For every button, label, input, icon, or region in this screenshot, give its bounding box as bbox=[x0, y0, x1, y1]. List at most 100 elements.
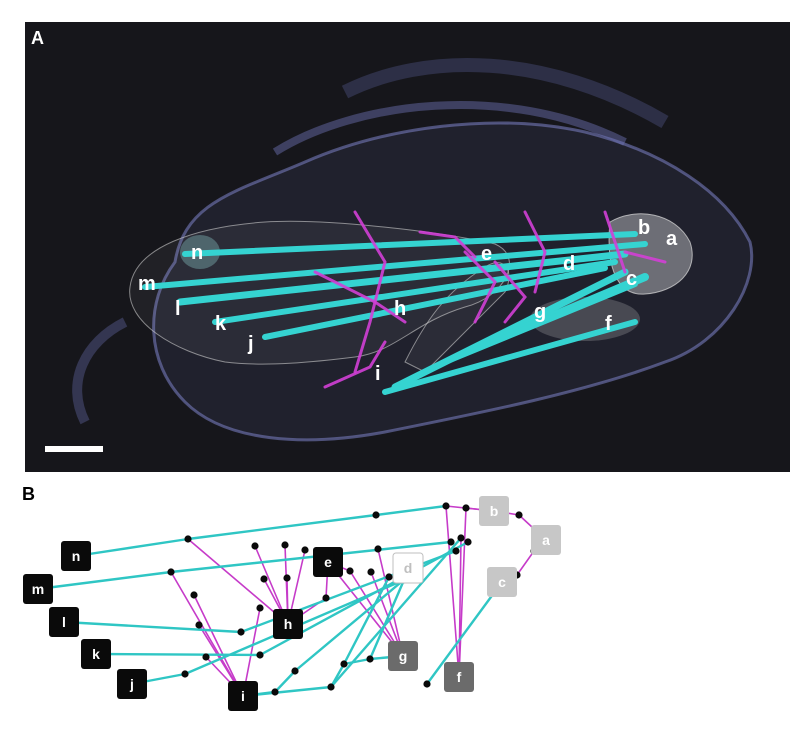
junction-dot bbox=[181, 670, 189, 678]
nerve-edge bbox=[377, 548, 404, 657]
node-label-i: i bbox=[241, 688, 245, 704]
junction-dot bbox=[346, 567, 354, 575]
muscle-edge bbox=[74, 537, 190, 558]
muscle-g bbox=[442, 281, 638, 365]
junction-dot bbox=[256, 604, 264, 612]
muscle-edge bbox=[425, 580, 504, 686]
muscle-edge bbox=[186, 513, 378, 541]
innervation-diagram: B n m l k j h e i d b a c g f bbox=[22, 484, 561, 711]
junction-dot bbox=[184, 535, 192, 543]
node-g: g bbox=[388, 641, 418, 671]
muscle-edge bbox=[273, 669, 297, 694]
junction-dot bbox=[291, 667, 299, 675]
panel-b-schematic: B n m l k j h e i d b a c g f bbox=[0, 478, 812, 732]
node-j: j bbox=[117, 669, 147, 699]
junction-dot bbox=[367, 568, 375, 576]
label-i: i bbox=[375, 363, 381, 385]
node-label-k: k bbox=[92, 646, 100, 662]
fiber-b bbox=[603, 210, 627, 274]
node-label-f: f bbox=[457, 669, 462, 685]
junctions bbox=[167, 502, 538, 696]
node-box-c bbox=[487, 567, 517, 597]
junction-dot bbox=[256, 651, 264, 659]
junction-dot bbox=[237, 628, 245, 636]
node-label-l: l bbox=[62, 614, 66, 630]
node-i: i bbox=[228, 681, 258, 711]
fiber-h-horizontal bbox=[313, 270, 407, 324]
node-l: l bbox=[49, 607, 79, 637]
node-n: n bbox=[61, 541, 91, 571]
junction-dot bbox=[340, 660, 348, 668]
muscle-edge bbox=[329, 662, 346, 689]
node-box-n bbox=[61, 541, 91, 571]
node-label-n: n bbox=[72, 548, 81, 564]
junction-dot bbox=[195, 621, 203, 629]
cyan-muscles bbox=[142, 231, 649, 395]
muscle-m bbox=[142, 241, 648, 290]
node-label-m: m bbox=[32, 581, 44, 597]
node-box-j bbox=[117, 669, 147, 699]
muscle-j bbox=[262, 265, 608, 340]
junction-dot bbox=[372, 511, 380, 519]
muscle-i-f bbox=[382, 319, 638, 395]
node-d: d bbox=[392, 552, 424, 584]
muscle-l bbox=[176, 250, 629, 306]
label-d: d bbox=[563, 253, 575, 275]
fiber-d bbox=[523, 210, 547, 294]
muscle-edge bbox=[368, 578, 406, 661]
junction-dot bbox=[515, 511, 523, 519]
label-m: m bbox=[138, 273, 156, 295]
junction-dot bbox=[327, 683, 335, 691]
panel-a-letter: A bbox=[31, 28, 44, 48]
muscle-edge bbox=[62, 620, 243, 634]
junction-dot bbox=[423, 680, 431, 688]
nerve-edge bbox=[458, 537, 462, 678]
fiber-h-vertical bbox=[353, 210, 387, 374]
node-m: m bbox=[23, 574, 53, 604]
node-label-d: d bbox=[404, 560, 413, 576]
node-label-c: c bbox=[498, 574, 506, 590]
nerve-edge bbox=[445, 505, 460, 678]
junction-dot bbox=[167, 568, 175, 576]
label-l: l bbox=[175, 298, 181, 320]
muscle-edge bbox=[94, 652, 262, 657]
nerve-edge bbox=[516, 550, 535, 576]
node-label-a: a bbox=[542, 532, 550, 548]
node-label-b: b bbox=[490, 503, 499, 519]
node-k: k bbox=[81, 639, 111, 669]
node-label-g: g bbox=[399, 648, 408, 664]
label-h: h bbox=[394, 298, 406, 320]
label-n: n bbox=[191, 242, 203, 264]
muscle-edge bbox=[374, 504, 448, 517]
junction-dot bbox=[442, 502, 450, 510]
panel-b-letter: B bbox=[22, 484, 35, 504]
node-box-b bbox=[479, 496, 509, 526]
node-box-g bbox=[388, 641, 418, 671]
nerve-edge bbox=[193, 594, 244, 697]
junction-dot bbox=[452, 547, 460, 555]
node-h: h bbox=[273, 609, 303, 639]
junction-dot bbox=[283, 574, 291, 582]
label-f: f bbox=[605, 313, 612, 335]
junction-dot bbox=[366, 655, 374, 663]
junction-dot bbox=[457, 534, 465, 542]
label-a: a bbox=[666, 228, 678, 250]
region-outline-left bbox=[129, 220, 510, 365]
fiber-e-2 bbox=[493, 260, 527, 324]
muscle-edge bbox=[342, 575, 391, 666]
junction-dot bbox=[301, 546, 309, 554]
junction-dot bbox=[447, 538, 455, 546]
node-box-d bbox=[392, 552, 424, 584]
muscle-edge bbox=[342, 657, 372, 666]
node-box-e bbox=[313, 547, 343, 577]
junction-dot bbox=[464, 538, 472, 546]
node-c: c bbox=[487, 567, 517, 597]
magenta-fibers bbox=[313, 210, 667, 389]
junction-dot bbox=[251, 542, 259, 550]
fiber-e bbox=[463, 250, 497, 324]
label-g: g bbox=[534, 301, 546, 323]
node-box-k bbox=[81, 639, 111, 669]
muscle-k bbox=[212, 259, 618, 325]
node-box-m bbox=[23, 574, 53, 604]
muscle-edge bbox=[293, 571, 414, 673]
